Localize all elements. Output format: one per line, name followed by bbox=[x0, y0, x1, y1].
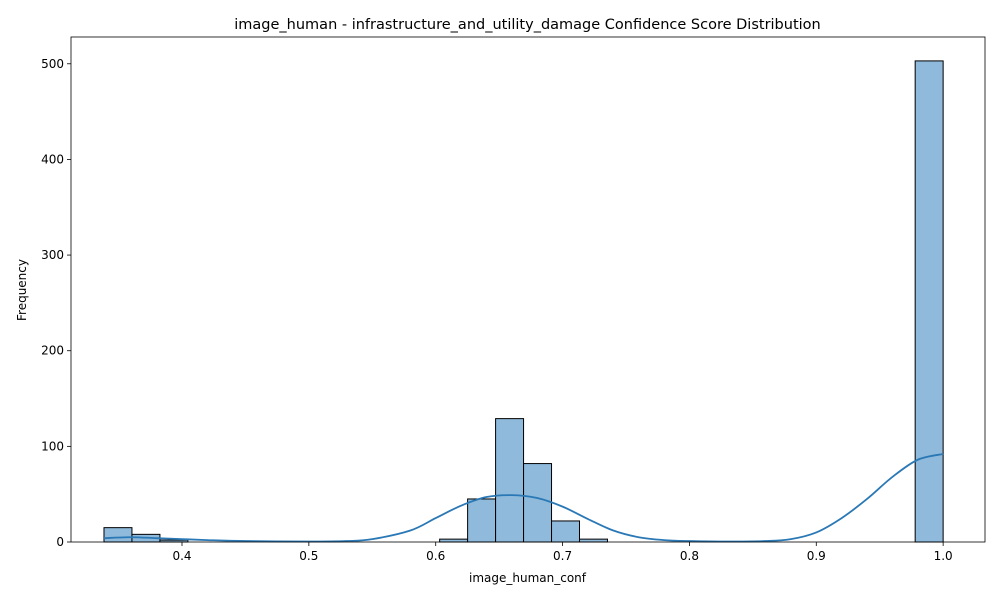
chart-title: image_human - infrastructure_and_utility… bbox=[234, 17, 820, 33]
x-tick-label: 0.4 bbox=[172, 549, 191, 563]
y-axis: 0 100 200 300 400 500 bbox=[41, 57, 71, 549]
x-axis: 0.4 0.5 0.6 0.7 0.8 0.9 1.0 bbox=[172, 542, 953, 563]
histogram-bar bbox=[439, 538, 469, 543]
histogram-bar bbox=[914, 60, 944, 543]
histogram-bar bbox=[495, 418, 525, 543]
bars-group bbox=[103, 60, 944, 543]
plot-frame bbox=[70, 36, 986, 543]
y-tick-label: 200 bbox=[41, 344, 64, 358]
x-axis-label: image_human_conf bbox=[469, 571, 587, 585]
y-tick-label: 400 bbox=[41, 152, 64, 166]
x-tick-label: 0.7 bbox=[553, 549, 572, 563]
y-axis-label: Frequency bbox=[15, 259, 29, 321]
histogram-bar bbox=[551, 520, 581, 543]
histogram-bar bbox=[103, 527, 133, 543]
x-tick-label: 0.6 bbox=[426, 549, 445, 563]
kde-line bbox=[103, 453, 944, 543]
histogram-bar bbox=[579, 538, 608, 543]
x-tick-label: 0.9 bbox=[807, 549, 826, 563]
histogram-bar bbox=[523, 463, 553, 543]
y-tick-label: 0 bbox=[56, 535, 64, 549]
x-tick-label: 0.8 bbox=[680, 549, 699, 563]
x-tick-label: 1.0 bbox=[934, 549, 953, 563]
y-tick-label: 100 bbox=[41, 439, 64, 453]
histogram-bar bbox=[467, 498, 497, 543]
y-tick-label: 500 bbox=[41, 57, 64, 71]
x-tick-label: 0.5 bbox=[299, 549, 318, 563]
y-tick-label: 300 bbox=[41, 248, 64, 262]
